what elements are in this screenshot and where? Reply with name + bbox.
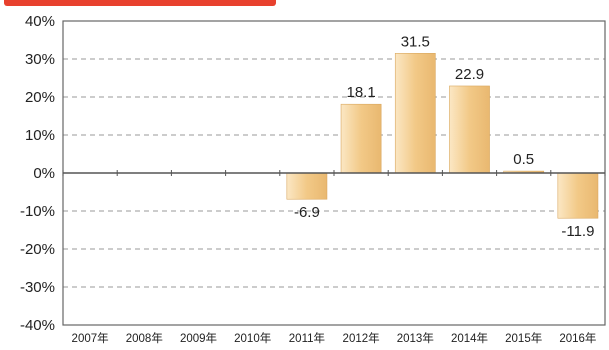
- data-label: 22.9: [455, 66, 484, 83]
- x-tick-label: 2008年: [126, 331, 163, 345]
- data-label: 31.5: [401, 33, 430, 50]
- y-tick-label: 10%: [25, 127, 55, 144]
- bar: [449, 85, 490, 174]
- x-tick-label: 2009年: [180, 331, 217, 345]
- x-tick-label: 2015年: [505, 331, 542, 345]
- data-label: 18.1: [346, 84, 375, 101]
- x-tick-label: 2012年: [343, 331, 380, 345]
- x-tick-label: 2014年: [451, 331, 488, 345]
- x-tick-label: 2010年: [234, 331, 271, 345]
- bar: [340, 103, 382, 174]
- x-tick-label: 2011年: [289, 331, 325, 345]
- labels: 40% 30% 20% 10% 0% -10% -20% -30% -40% -6.9 18.1 31…: [20, 13, 596, 345]
- y-tick-label: -30%: [20, 279, 55, 296]
- data-label: -6.9: [294, 204, 320, 221]
- data-label: -11.9: [561, 223, 594, 240]
- title-fragment: [4, 0, 276, 6]
- y-tick-label: 40%: [25, 13, 55, 30]
- x-tick-label: 2007年: [72, 331, 109, 345]
- x-tick-label: 2013年: [397, 331, 434, 345]
- y-tick-label: 20%: [25, 89, 55, 106]
- grid-lines: [63, 58, 605, 288]
- y-tick-label: -10%: [20, 203, 55, 220]
- bar: [557, 172, 599, 219]
- bars: [286, 52, 599, 219]
- data-label: 0.5: [513, 151, 534, 168]
- y-tick-label: -40%: [20, 317, 55, 334]
- x-tick-label: 2016年: [559, 331, 596, 345]
- y-tick-label: 0%: [33, 165, 55, 182]
- bar: [286, 172, 328, 200]
- axes: [62, 20, 606, 326]
- y-tick-label: 30%: [25, 51, 55, 68]
- bar: [394, 52, 436, 174]
- y-tick-label: -20%: [20, 241, 55, 258]
